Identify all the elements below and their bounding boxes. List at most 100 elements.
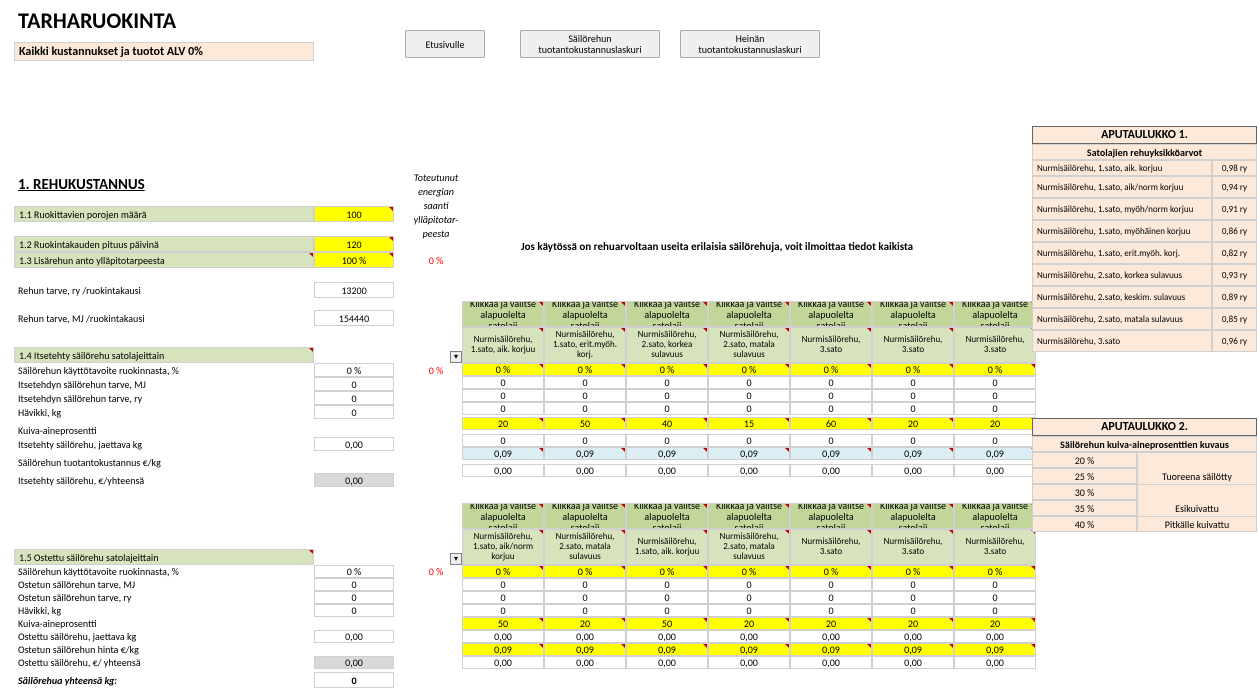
colhead-grid2-2[interactable]: Klikkaa ja valitse alapuolelta satolaji bbox=[626, 503, 708, 529]
gcell-grid1-6-2[interactable]: 0,09 bbox=[626, 447, 708, 460]
gcell-grid2-5-1: 0,00 bbox=[544, 630, 626, 643]
silagehead-grid1-4[interactable]: Nurmisäilörehu, 3.sato bbox=[790, 327, 872, 363]
silagehead-grid2-0[interactable]: Nurmisäilörehu, 1.sato, aik/norm korjuu bbox=[462, 529, 544, 565]
silage-calc-button[interactable]: Säilörehun tuotantokustannuslaskuri bbox=[520, 30, 660, 58]
apu1-label-5: Nurmisäilörehu, 2.sato, korkea sulavuus bbox=[1032, 264, 1212, 286]
gcell-grid1-0-6[interactable]: 0 % bbox=[954, 363, 1036, 376]
gcell-grid1-1-0: 0 bbox=[462, 376, 544, 389]
gcell-grid2-3-0: 0 bbox=[462, 604, 544, 617]
gcell-grid1-6-4[interactable]: 0,09 bbox=[790, 447, 872, 460]
colhead-grid1-0[interactable]: Klikkaa ja valitse alapuolelta satolaji bbox=[462, 301, 544, 327]
gcell-grid1-6-3[interactable]: 0,09 bbox=[708, 447, 790, 460]
apu2-desc-pit: Pitkälle kuivattu bbox=[1137, 516, 1257, 532]
gcell-grid1-0-3[interactable]: 0 % bbox=[708, 363, 790, 376]
gcell-grid2-4-0[interactable]: 50 bbox=[462, 617, 544, 630]
gcell-grid2-4-3[interactable]: 20 bbox=[708, 617, 790, 630]
gcell-grid2-6-6[interactable]: 0,09 bbox=[954, 643, 1036, 656]
colhead-grid2-0[interactable]: Klikkaa ja valitse alapuolelta satolaji bbox=[462, 503, 544, 529]
gcell-grid2-4-5[interactable]: 20 bbox=[872, 617, 954, 630]
gcell-grid1-0-0[interactable]: 0 % bbox=[462, 363, 544, 376]
silagehead-grid1-2[interactable]: Nurmisäilörehu, 2.sato, korkea sulavuus bbox=[626, 327, 708, 363]
silagehead-grid2-6[interactable]: Nurmisäilörehu, 3.sato bbox=[954, 529, 1036, 565]
gcell-grid1-2-2: 0 bbox=[626, 389, 708, 402]
gcell-grid1-4-0[interactable]: 20 bbox=[462, 417, 544, 430]
silagehead-grid2-4[interactable]: Nurmisäilörehu, 3.sato bbox=[790, 529, 872, 565]
gcell-grid2-0-3[interactable]: 0 % bbox=[708, 565, 790, 578]
gcell-grid1-0-4[interactable]: 0 % bbox=[790, 363, 872, 376]
silagehead-grid2-1[interactable]: Nurmisäilörehu, 2.sato, matala sulavuus bbox=[544, 529, 626, 565]
label-15-hinta: Ostetun säilörehun hinta €/kg bbox=[14, 643, 314, 656]
label-14-ka: Kuiva-aineprosentti bbox=[14, 423, 314, 437]
apu1-title: APUTAULUKKO 1. bbox=[1032, 126, 1257, 144]
colhead-grid1-6[interactable]: Klikkaa ja valitse alapuolelta satolaji bbox=[954, 301, 1036, 327]
gcell-grid1-4-4[interactable]: 60 bbox=[790, 417, 872, 430]
gcell-grid1-0-5[interactable]: 0 % bbox=[872, 363, 954, 376]
val-rtarve-mj: 154440 bbox=[314, 310, 394, 326]
gcell-grid1-6-6[interactable]: 0,09 bbox=[954, 447, 1036, 460]
colhead-grid2-4[interactable]: Klikkaa ja valitse alapuolelta satolaji bbox=[790, 503, 872, 529]
gcell-grid2-0-4[interactable]: 0 % bbox=[790, 565, 872, 578]
sidenote-l5: peesta bbox=[400, 226, 472, 240]
gcell-grid1-6-5[interactable]: 0,09 bbox=[872, 447, 954, 460]
gcell-grid2-6-0[interactable]: 0,09 bbox=[462, 643, 544, 656]
gcell-grid2-0-5[interactable]: 0 % bbox=[872, 565, 954, 578]
label-14-mj1: Itsetehdyn säilörehun tarve, MJ bbox=[14, 377, 314, 391]
colhead-grid2-3[interactable]: Klikkaa ja valitse alapuolelta satolaji bbox=[708, 503, 790, 529]
gcell-grid2-4-2[interactable]: 50 bbox=[626, 617, 708, 630]
silagehead-grid2-3[interactable]: Nurmisäilörehu, 2.sato, matala sulavuus bbox=[708, 529, 790, 565]
colhead-grid2-5[interactable]: Klikkaa ja valitse alapuolelta satolaji bbox=[872, 503, 954, 529]
gcell-grid2-6-2[interactable]: 0,09 bbox=[626, 643, 708, 656]
colhead-grid2-1[interactable]: Klikkaa ja valitse alapuolelta satolaji bbox=[544, 503, 626, 529]
dropdown-icon[interactable]: ▾ bbox=[450, 553, 462, 565]
silagehead-grid1-5[interactable]: Nurmisäilörehu, 3.sato bbox=[872, 327, 954, 363]
gcell-grid1-0-2[interactable]: 0 % bbox=[626, 363, 708, 376]
gcell-grid1-4-1[interactable]: 50 bbox=[544, 417, 626, 430]
gcell-grid2-0-2[interactable]: 0 % bbox=[626, 565, 708, 578]
apu2-pct-0: 20 % bbox=[1032, 452, 1137, 468]
dropdown-icon[interactable]: ▾ bbox=[450, 351, 462, 363]
gcell-grid2-1-4: 0 bbox=[790, 578, 872, 591]
val-15-mj2: 0 bbox=[314, 578, 394, 591]
gcell-grid1-2-3: 0 bbox=[708, 389, 790, 402]
input-r12[interactable]: 120 bbox=[314, 236, 394, 252]
label-15-mj2: Ostetun säilörehun tarve, MJ bbox=[14, 578, 314, 591]
input-r13[interactable]: 100 % bbox=[314, 252, 394, 268]
gcell-grid2-0-1[interactable]: 0 % bbox=[544, 565, 626, 578]
label-14-ry1: Itsetehdyn säilörehun tarve, ry bbox=[14, 391, 314, 405]
colhead-grid2-6[interactable]: Klikkaa ja valitse alapuolelta satolaji bbox=[954, 503, 1036, 529]
gcell-grid1-4-3[interactable]: 15 bbox=[708, 417, 790, 430]
sidenote-l1: Toteutunut bbox=[400, 170, 472, 184]
gcell-grid1-4-5[interactable]: 20 bbox=[872, 417, 954, 430]
gcell-grid1-4-6[interactable]: 20 bbox=[954, 417, 1036, 430]
silagehead-grid1-3[interactable]: Nurmisäilörehu, 2.sato, matala sulavuus bbox=[708, 327, 790, 363]
gcell-grid1-6-1[interactable]: 0,09 bbox=[544, 447, 626, 460]
gcell-grid1-3-0: 0 bbox=[462, 402, 544, 415]
gcell-grid1-6-0[interactable]: 0,09 bbox=[462, 447, 544, 460]
gcell-grid2-6-1[interactable]: 0,09 bbox=[544, 643, 626, 656]
input-r11[interactable]: 100 bbox=[314, 206, 394, 222]
gcell-grid1-4-2[interactable]: 40 bbox=[626, 417, 708, 430]
gcell-grid2-6-4[interactable]: 0,09 bbox=[790, 643, 872, 656]
home-button[interactable]: Etusivulle bbox=[405, 30, 485, 58]
gcell-grid2-4-1[interactable]: 20 bbox=[544, 617, 626, 630]
silagehead-grid1-6[interactable]: Nurmisäilörehu, 3.sato bbox=[954, 327, 1036, 363]
gcell-grid1-0-1[interactable]: 0 % bbox=[544, 363, 626, 376]
gcell-grid1-1-2: 0 bbox=[626, 376, 708, 389]
colhead-grid1-4[interactable]: Klikkaa ja valitse alapuolelta satolaji bbox=[790, 301, 872, 327]
colhead-grid1-5[interactable]: Klikkaa ja valitse alapuolelta satolaji bbox=[872, 301, 954, 327]
silagehead-grid2-5[interactable]: Nurmisäilörehu, 3.sato bbox=[872, 529, 954, 565]
gcell-grid2-2-3: 0 bbox=[708, 591, 790, 604]
hay-calc-button[interactable]: Heinän tuotantokustannuslaskuri bbox=[680, 30, 820, 58]
colhead-grid1-2[interactable]: Klikkaa ja valitse alapuolelta satolaji bbox=[626, 301, 708, 327]
gcell-grid2-0-6[interactable]: 0 % bbox=[954, 565, 1036, 578]
gcell-grid2-4-4[interactable]: 20 bbox=[790, 617, 872, 630]
gcell-grid2-0-0[interactable]: 0 % bbox=[462, 565, 544, 578]
gcell-grid2-4-6[interactable]: 20 bbox=[954, 617, 1036, 630]
colhead-grid1-1[interactable]: Klikkaa ja valitse alapuolelta satolaji bbox=[544, 301, 626, 327]
silagehead-grid1-0[interactable]: Nurmisäilörehu, 1.sato, aik. korjuu bbox=[462, 327, 544, 363]
gcell-grid2-6-3[interactable]: 0,09 bbox=[708, 643, 790, 656]
gcell-grid2-6-5[interactable]: 0,09 bbox=[872, 643, 954, 656]
colhead-grid1-3[interactable]: Klikkaa ja valitse alapuolelta satolaji bbox=[708, 301, 790, 327]
silagehead-grid1-1[interactable]: Nurmisäilörehu, 1.sato, erit.myöh. korj. bbox=[544, 327, 626, 363]
silagehead-grid2-2[interactable]: Nurmisäilörehu, 1.sato, aik. korjuu bbox=[626, 529, 708, 565]
